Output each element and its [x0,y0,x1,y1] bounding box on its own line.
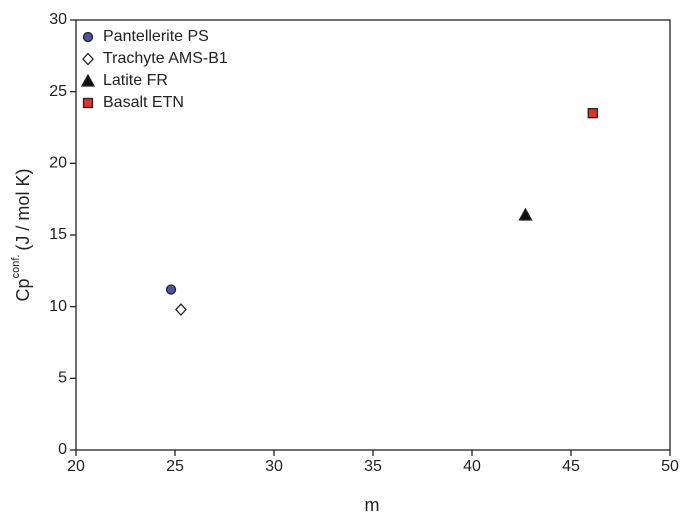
marker-square [82,97,94,109]
y-axis-label-sup: conf. [10,255,22,279]
y-axis-label-unit: (J / mol K) [13,169,33,251]
legend-label: Latite FR [103,72,168,89]
marker-circle [82,31,94,43]
x-tick-label: 50 [661,458,679,475]
marker-diamond [82,52,94,66]
legend-label: Basalt ETN [103,94,184,111]
legend-label: Trachyte AMS-B1 [103,50,228,67]
x-tick-label: 25 [166,458,184,475]
marker-circle [165,284,177,295]
x-tick-label: 30 [265,458,283,475]
y-tick-label: 15 [49,226,67,243]
y-tick-label: 20 [49,155,67,172]
y-axis-label: Cpconf. (J / mol K) [10,169,33,302]
x-tick-label: 35 [364,458,382,475]
marker-triangle [80,73,96,87]
y-tick-label: 10 [49,298,67,315]
y-tick-label: 0 [58,441,67,458]
y-tick-label: 30 [49,11,67,28]
marker-triangle [518,207,533,221]
marker-diamond [175,303,187,316]
legend-label: Pantellerite PS [103,28,209,45]
y-tick-label: 25 [49,83,67,100]
marker-square [587,108,598,119]
x-axis-label: m [365,495,380,515]
x-tick-label: 45 [562,458,580,475]
x-tick-label: 20 [67,458,85,475]
y-axis-label-main: Cp [13,278,33,301]
x-tick-label: 40 [463,458,481,475]
y-tick-label: 5 [58,370,67,387]
